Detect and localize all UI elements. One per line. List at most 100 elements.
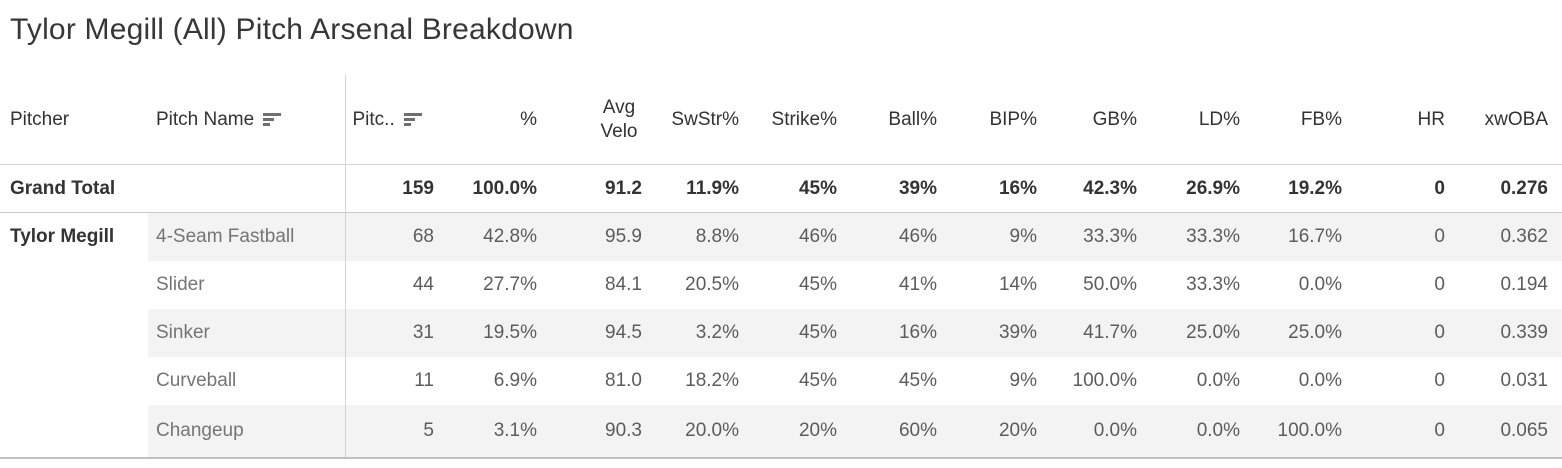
table-row: Curveball 11 6.9% 81.0 18.2% 45% 45% 9% …	[0, 357, 1562, 405]
cell-avg-velo[interactable]: 90.3	[540, 405, 645, 459]
cell-pitches[interactable]: 159	[344, 164, 437, 213]
row-header-pitcher	[0, 405, 148, 459]
cell-xwoba[interactable]: 0.031	[1500, 370, 1548, 391]
cell-gb[interactable]: 42.3%	[1040, 164, 1140, 213]
cell-swstr[interactable]: 8.8%	[645, 212, 742, 261]
cell-gb[interactable]: 41.7%	[1040, 309, 1140, 357]
cell-hr[interactable]: 0	[1345, 405, 1448, 459]
cell-strike[interactable]: 45%	[742, 309, 840, 357]
row-header-pitch-name[interactable]: Slider	[156, 274, 205, 295]
cell-ld[interactable]: 0.0%	[1140, 405, 1243, 459]
table-row: Changeup 5 3.1% 90.3 20.0% 20% 60% 20% 0…	[0, 405, 1562, 459]
cell-pitches[interactable]: 5	[344, 405, 437, 459]
cell-fb[interactable]: 16.7%	[1243, 212, 1345, 261]
sort-descending-icon[interactable]	[263, 112, 282, 126]
cell-ld[interactable]: 26.9%	[1140, 164, 1243, 213]
cell-pitches[interactable]: 68	[344, 212, 437, 261]
cell-fb[interactable]: 0.0%	[1298, 274, 1342, 295]
cell-pct[interactable]: 27.7%	[483, 274, 537, 295]
cell-xwoba[interactable]: 0.362	[1448, 212, 1562, 261]
cell-gb[interactable]: 33.3%	[1040, 212, 1140, 261]
cell-pitches[interactable]: 11	[344, 357, 437, 405]
column-header-xwoba[interactable]: xwOBA	[1448, 75, 1562, 165]
sort-descending-icon[interactable]	[403, 112, 422, 126]
column-header-pct[interactable]: %	[437, 75, 540, 165]
cell-gb[interactable]: 0.0%	[1040, 405, 1140, 459]
cell-strike[interactable]: 45%	[798, 370, 837, 391]
cell-hr[interactable]: 0	[1434, 370, 1445, 391]
cell-xwoba[interactable]: 0.194	[1500, 274, 1548, 295]
column-header-hr[interactable]: HR	[1345, 75, 1448, 165]
cell-strike[interactable]: 45%	[798, 274, 837, 295]
column-header-label: Pitcher	[10, 108, 70, 130]
cell-swstr[interactable]: 18.2%	[685, 370, 739, 391]
cell-hr[interactable]: 0	[1345, 309, 1448, 357]
cell-fb[interactable]: 0.0%	[1298, 370, 1342, 391]
column-header-ball[interactable]: Ball%	[840, 75, 940, 165]
column-header-pitches[interactable]: Pitc..	[344, 75, 437, 165]
cell-swstr[interactable]: 20.5%	[685, 274, 739, 295]
cell-ball[interactable]: 16%	[840, 309, 940, 357]
cell-ld[interactable]: 0.0%	[1196, 370, 1240, 391]
cell-pitches[interactable]: 31	[344, 309, 437, 357]
cell-ball[interactable]: 39%	[840, 164, 940, 213]
cell-ld[interactable]: 33.3%	[1186, 274, 1240, 295]
cell-bip[interactable]: 16%	[940, 164, 1040, 213]
cell-pct[interactable]: 3.1%	[437, 405, 540, 459]
cell-xwoba[interactable]: 0.339	[1448, 309, 1562, 357]
cell-bip[interactable]: 9%	[1009, 370, 1037, 391]
cell-strike[interactable]: 46%	[742, 212, 840, 261]
column-header-ld[interactable]: LD%	[1140, 75, 1243, 165]
column-header-bip[interactable]: BIP%	[940, 75, 1040, 165]
cell-ld[interactable]: 25.0%	[1140, 309, 1243, 357]
cell-bip[interactable]: 9%	[940, 212, 1040, 261]
cell-avg-velo[interactable]: 81.0	[605, 370, 642, 391]
cell-fb[interactable]: 25.0%	[1243, 309, 1345, 357]
cell-hr[interactable]: 0	[1345, 164, 1448, 213]
cell-swstr[interactable]: 11.9%	[645, 164, 742, 213]
column-header-fb[interactable]: FB%	[1243, 75, 1345, 165]
cell-fb[interactable]: 100.0%	[1243, 405, 1345, 459]
column-header-pitcher[interactable]: Pitcher	[0, 75, 148, 165]
table-row: Sinker 31 19.5% 94.5 3.2% 45% 16% 39% 41…	[0, 309, 1562, 357]
cell-pct[interactable]: 42.8%	[437, 212, 540, 261]
cell-pct[interactable]: 100.0%	[437, 164, 540, 213]
column-header-strike[interactable]: Strike%	[742, 75, 840, 165]
column-header-avg-velo[interactable]: Avg Velo	[540, 75, 645, 165]
cell-avg-velo[interactable]: 95.9	[540, 212, 645, 261]
cell-bip[interactable]: 39%	[940, 309, 1040, 357]
cell-bip[interactable]: 14%	[998, 274, 1037, 295]
cell-pct[interactable]: 6.9%	[493, 370, 537, 391]
cell-swstr[interactable]: 3.2%	[645, 309, 742, 357]
row-header-pitch-name[interactable]: Sinker	[148, 309, 345, 357]
cell-gb[interactable]: 100.0%	[1072, 370, 1137, 391]
cell-hr[interactable]: 0	[1345, 212, 1448, 261]
cell-avg-velo[interactable]: 94.5	[540, 309, 645, 357]
cell-ball[interactable]: 60%	[840, 405, 940, 459]
cell-pct[interactable]: 19.5%	[437, 309, 540, 357]
cell-gb[interactable]: 50.0%	[1083, 274, 1137, 295]
cell-ball[interactable]: 41%	[898, 274, 937, 295]
row-header-pitch-name[interactable]: Changeup	[148, 405, 345, 459]
cell-swstr[interactable]: 20.0%	[645, 405, 742, 459]
cell-strike[interactable]: 45%	[742, 164, 840, 213]
cell-ball[interactable]: 46%	[840, 212, 940, 261]
cell-avg-velo[interactable]: 91.2	[540, 164, 645, 213]
row-header-pitch-name[interactable]: 4-Seam Fastball	[148, 212, 345, 261]
row-header-pitcher[interactable]: Tylor Megill	[0, 212, 148, 261]
row-header-pitch-name[interactable]: Curveball	[156, 370, 237, 391]
cell-hr[interactable]: 0	[1434, 274, 1445, 295]
cell-avg-velo[interactable]: 84.1	[605, 274, 642, 295]
cell-ball[interactable]: 45%	[898, 370, 937, 391]
cell-strike[interactable]: 20%	[742, 405, 840, 459]
cell-xwoba[interactable]: 0.276	[1448, 164, 1562, 213]
cell-bip[interactable]: 20%	[940, 405, 1040, 459]
column-header-label: Avg Velo	[600, 96, 638, 142]
column-header-gb[interactable]: GB%	[1040, 75, 1140, 165]
cell-ld[interactable]: 33.3%	[1140, 212, 1243, 261]
column-header-swstr[interactable]: SwStr%	[645, 75, 742, 165]
column-header-pitch-name[interactable]: Pitch Name	[148, 75, 345, 165]
cell-fb[interactable]: 19.2%	[1243, 164, 1345, 213]
cell-pitches[interactable]: 44	[344, 261, 437, 309]
cell-xwoba[interactable]: 0.065	[1448, 405, 1562, 459]
